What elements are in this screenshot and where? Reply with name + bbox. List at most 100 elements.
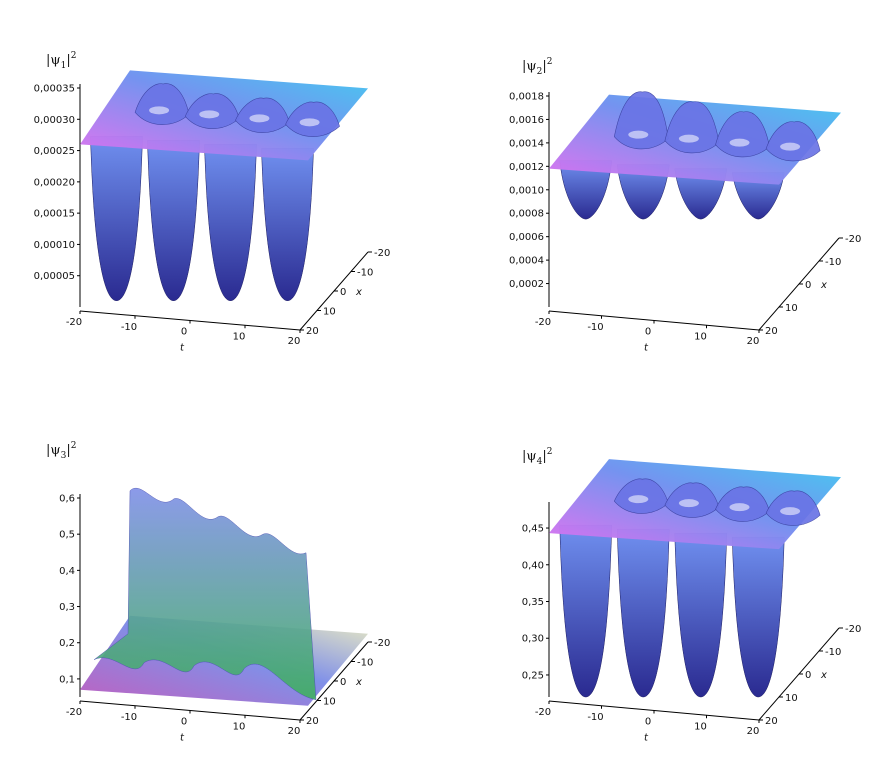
surface-highlight bbox=[628, 495, 649, 504]
z-tick-label: 0,0014 bbox=[509, 138, 544, 149]
z-tick-label: 0,5 bbox=[59, 530, 75, 541]
title-superscript: 2 bbox=[71, 441, 77, 451]
z-tick-label: 0,00015 bbox=[34, 209, 75, 220]
t-tick-label: -20 bbox=[535, 707, 551, 718]
t-tick-label: 20 bbox=[288, 336, 301, 347]
t-tick-label: 20 bbox=[288, 726, 301, 737]
surface-plot-psi2: 0,0002 0,0004 0,0006 0,0008 0,0010 0,0012 0,00… bbox=[441, 0, 882, 390]
z-tick-label: 0,00010 bbox=[34, 240, 75, 251]
x-tick-label: -10 bbox=[825, 647, 841, 658]
surface-plot-psi3-svg: 0,10,20,30,40,50,6-20 -10 0 10 20t-20-100102… bbox=[46, 441, 390, 744]
surface-dip bbox=[674, 532, 728, 698]
t-tick-label: -20 bbox=[535, 317, 551, 328]
plot-title: |ψ3|2 bbox=[46, 441, 76, 461]
x-tick-label: 0 bbox=[340, 287, 346, 298]
title-tail: | bbox=[66, 53, 70, 68]
z-tick-label: 0,25 bbox=[522, 670, 544, 681]
x-tick-label: 0 bbox=[340, 677, 346, 688]
t-tick-label: 0 bbox=[645, 717, 651, 728]
surface-highlight bbox=[729, 503, 750, 512]
z-tick-label: 0,00020 bbox=[34, 177, 75, 188]
z-tick-label: 0,0002 bbox=[509, 279, 544, 290]
t-tick-label: -20 bbox=[66, 707, 82, 718]
z-tick-label: 0,45 bbox=[522, 524, 544, 535]
title-subscript: 1 bbox=[61, 61, 67, 71]
surface-peak bbox=[715, 111, 770, 158]
surface-highlight bbox=[678, 134, 699, 143]
t-tick-label: 10 bbox=[694, 721, 707, 732]
title-superscript: 2 bbox=[547, 57, 553, 67]
t-tick-label: 0 bbox=[645, 327, 651, 338]
title-subscript: 2 bbox=[537, 67, 543, 77]
plot-title: |ψ1|2 bbox=[46, 51, 76, 71]
x-tick-label: 20 bbox=[765, 326, 778, 337]
z-tick-label: 0,0018 bbox=[509, 92, 544, 103]
t-axis-label: t bbox=[644, 343, 649, 354]
surface-peak bbox=[664, 101, 720, 154]
z-tick-label: 0,00035 bbox=[34, 84, 75, 95]
title-subscript: 3 bbox=[61, 451, 67, 461]
t-axis-label: t bbox=[644, 733, 649, 744]
x-tick-label: 0 bbox=[805, 670, 811, 681]
surface-highlight bbox=[299, 118, 320, 127]
surface-dip bbox=[731, 536, 785, 698]
x-tick-label: 10 bbox=[323, 697, 336, 708]
surface-peak bbox=[765, 121, 821, 162]
surface-dip bbox=[616, 528, 670, 698]
surface-dip bbox=[147, 140, 200, 301]
plot-title: |ψ4|2 bbox=[522, 447, 552, 467]
z-tick-label: 0,4 bbox=[59, 566, 75, 577]
plot-title: |ψ2|2 bbox=[522, 57, 552, 77]
x-axis-label: x bbox=[355, 677, 362, 688]
surface-wall bbox=[93, 488, 317, 701]
z-tick-label: 0,00005 bbox=[34, 271, 75, 282]
t-tick-label: -20 bbox=[66, 317, 82, 328]
x-tick-label: 10 bbox=[785, 693, 798, 704]
x-axis-label: x bbox=[820, 670, 827, 681]
surface-dip bbox=[559, 160, 613, 220]
surface-highlight bbox=[729, 138, 750, 147]
title-superscript: 2 bbox=[547, 447, 553, 457]
t-tick-label: 10 bbox=[233, 331, 246, 342]
title-subscript: 4 bbox=[537, 457, 543, 467]
title-main: |ψ bbox=[46, 443, 61, 458]
t-tick-label: 0 bbox=[181, 327, 187, 338]
surface-highlight bbox=[249, 114, 270, 123]
x-tick-label: -20 bbox=[374, 248, 390, 259]
z-tick-label: 0,0004 bbox=[509, 256, 544, 267]
title-tail: | bbox=[542, 449, 546, 464]
t-tick-label: -10 bbox=[587, 322, 603, 333]
surface-dip bbox=[674, 168, 728, 220]
z-tick-label: 0,00030 bbox=[34, 115, 75, 126]
x-tick-label: -20 bbox=[845, 234, 861, 245]
surface-highlight bbox=[149, 106, 170, 115]
surface-dip bbox=[204, 144, 257, 301]
z-tick-label: 0,1 bbox=[59, 674, 75, 685]
x-tick-label: 20 bbox=[306, 716, 319, 727]
t-tick-label: -10 bbox=[121, 322, 137, 333]
title-superscript: 2 bbox=[71, 51, 77, 61]
t-tick-label: 20 bbox=[747, 726, 760, 737]
z-tick-label: 0,0010 bbox=[509, 185, 544, 196]
z-tick-label: 0,0008 bbox=[509, 209, 544, 220]
t-axis-label: t bbox=[180, 733, 185, 744]
x-axis-label: x bbox=[820, 280, 827, 291]
surface-highlight bbox=[199, 110, 220, 119]
title-main: |ψ bbox=[46, 53, 61, 68]
title-main: |ψ bbox=[522, 59, 537, 74]
x-tick-label: -10 bbox=[357, 268, 373, 279]
x-tick-label: -10 bbox=[357, 658, 373, 669]
x-tick-label: -10 bbox=[825, 257, 841, 268]
t-tick-label: 0 bbox=[181, 717, 187, 728]
z-tick-label: 0,0012 bbox=[509, 162, 544, 173]
surface-plot-psi3: 0,1 0,2 0,3 0,4 0,5 0,6 -20 -10 0 10 20 t -20 -10 0 10 2… bbox=[0, 390, 441, 780]
t-tick-label: 10 bbox=[233, 721, 246, 732]
surface-plot-psi4-svg: 0,25 0,30 0,35 0,40 0,45 -20 -10 0 10 20 t -20 -10 0 1… bbox=[522, 447, 862, 744]
surface-peak bbox=[613, 91, 669, 150]
t-tick-label: 20 bbox=[747, 336, 760, 347]
surface-dip bbox=[261, 148, 314, 301]
title-main: |ψ bbox=[522, 449, 537, 464]
z-tick-label: 0,40 bbox=[522, 560, 544, 571]
z-tick-label: 0,0006 bbox=[509, 232, 544, 243]
t-tick-label: -10 bbox=[121, 712, 137, 723]
